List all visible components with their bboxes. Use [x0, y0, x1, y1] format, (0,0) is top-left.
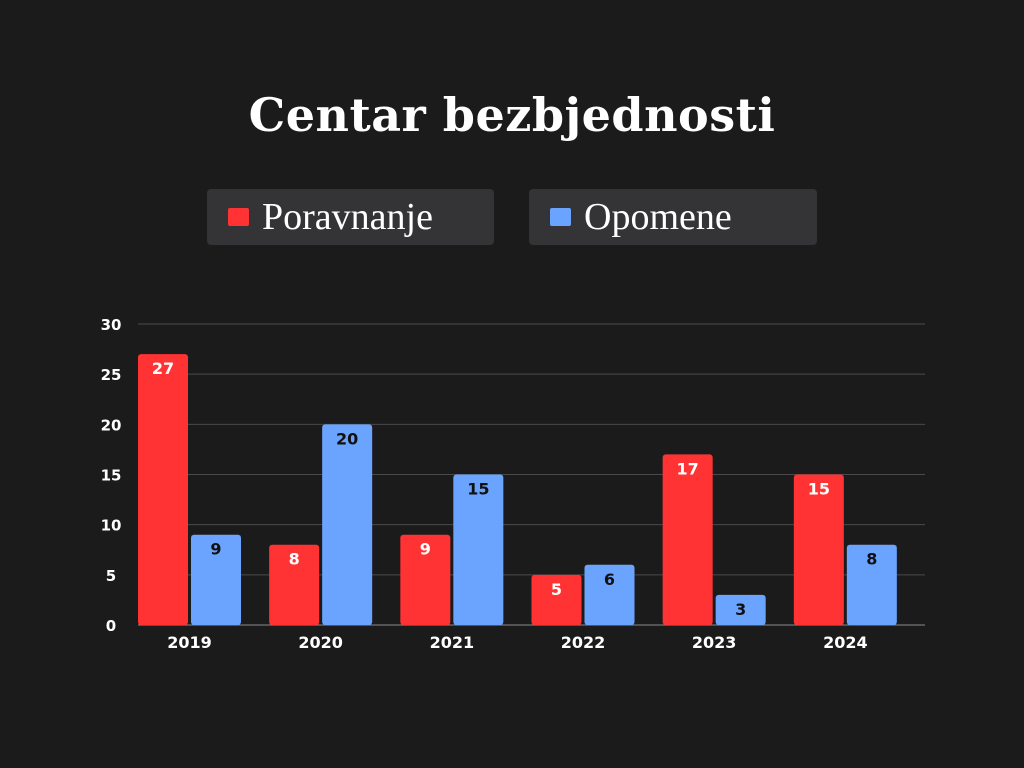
legend-item-poravnanje: Poravnanje	[207, 189, 494, 245]
y-tick-label: 15	[101, 467, 122, 485]
y-axis-ticks: 0 5 10 15 20 25 30	[101, 316, 122, 635]
x-tick-label: 2020	[298, 633, 343, 652]
bar-opomene-2023	[715, 594, 766, 625]
legend-swatch-poravnanje	[228, 208, 249, 226]
bar-opomene-2019	[191, 534, 241, 625]
x-tick-label: 2024	[823, 633, 868, 652]
bar-poravnanje-2020	[269, 544, 320, 625]
bar-value-label: 9	[420, 540, 431, 559]
chart-title: Centar bezbjednosti	[248, 88, 776, 142]
bar-opomene-2024	[846, 544, 897, 625]
bar-poravnanje-2019	[138, 354, 188, 625]
bar-poravnanje-2023	[662, 454, 713, 625]
bar-value-label: 17	[677, 459, 699, 478]
bar-value-label: 6	[604, 570, 615, 589]
bar-value-label: 20	[336, 429, 358, 448]
bar-value-label: 27	[152, 359, 174, 378]
y-tick-label: 10	[101, 517, 122, 535]
legend-label-opomene: Opomene	[584, 196, 732, 238]
legend-swatch-opomene	[550, 208, 571, 226]
bar-value-label: 8	[866, 550, 877, 569]
x-tick-label: 2023	[692, 633, 737, 652]
y-tick-label: 25	[101, 366, 122, 384]
bar-value-label: 5	[551, 580, 562, 599]
y-tick-label: 20	[101, 416, 122, 434]
bar-poravnanje-2021	[400, 534, 451, 625]
bar-value-label: 3	[735, 600, 746, 619]
legend-item-opomene: Opomene	[529, 189, 817, 245]
bar-value-label: 15	[808, 480, 830, 499]
bar-value-label: 9	[210, 540, 221, 559]
bar-opomene-2020	[322, 424, 373, 625]
x-tick-label: 2019	[167, 633, 212, 652]
bar-poravnanje-2022	[531, 574, 582, 625]
bar-poravnanje-2024	[793, 474, 844, 625]
y-tick-label: 0	[106, 617, 116, 635]
legend-label-poravnanje: Poravnanje	[262, 196, 433, 238]
bar-value-label: 8	[289, 550, 300, 569]
bars: 27 9 8 20 9 15 5 6 17 3 15 8	[138, 354, 897, 625]
bar-opomene-2021	[453, 474, 504, 625]
x-axis-ticks: 2019 2020 2021 2022 2023 2024	[167, 633, 867, 652]
x-tick-label: 2022	[561, 633, 606, 652]
y-tick-label: 5	[106, 567, 116, 585]
y-tick-label: 30	[101, 316, 122, 334]
bar-opomene-2022	[584, 564, 635, 625]
bar-value-label: 15	[467, 480, 489, 499]
x-tick-label: 2021	[430, 633, 475, 652]
